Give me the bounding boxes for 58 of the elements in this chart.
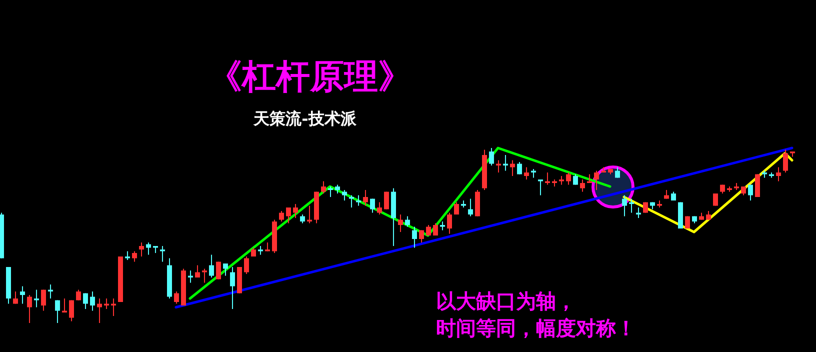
candlestick (97, 298, 102, 324)
candlestick (594, 170, 599, 190)
candlestick (349, 194, 354, 208)
chart-title: 《杠杆原理》 (208, 57, 412, 97)
candlestick (76, 289, 81, 301)
candlestick (195, 264, 200, 278)
candlestick (55, 300, 60, 324)
candlestick (20, 286, 25, 304)
candlestick (398, 214, 403, 232)
candlestick (783, 149, 788, 173)
candlestick (223, 263, 228, 276)
candlestick (230, 266, 235, 310)
candlestick (202, 268, 207, 284)
candlestick (160, 246, 165, 262)
candlestick (244, 256, 249, 274)
candlestick (566, 172, 571, 186)
candlestick (34, 289, 39, 308)
candlestick (132, 250, 137, 262)
candlestick (27, 294, 32, 324)
candlestick (622, 194, 627, 217)
candlestick (13, 291, 18, 304)
candlestick (454, 202, 459, 215)
candlestick (90, 291, 95, 312)
annotation: 时间等同，幅度对称！ (436, 316, 636, 340)
candlestick (573, 174, 578, 186)
candlestick (377, 202, 382, 215)
candlestick (321, 180, 326, 194)
candlestick (615, 166, 620, 178)
candlestick (356, 194, 361, 206)
candlestick (363, 190, 368, 206)
candlestick (510, 160, 515, 176)
candlestick (419, 230, 424, 243)
candlestick (83, 292, 88, 310)
candlestick (293, 204, 298, 218)
candlestick (524, 166, 529, 180)
candlestick (69, 300, 74, 322)
candlestick (447, 212, 452, 234)
candlestick (286, 207, 291, 224)
candlestick (174, 291, 179, 304)
candlestick (139, 242, 144, 257)
candlestick (580, 179, 585, 192)
candlestick (41, 289, 46, 312)
candlestick (342, 190, 347, 201)
candlestick (517, 162, 522, 175)
candlestick (538, 179, 543, 196)
candlestick (748, 184, 753, 201)
candlestick (412, 226, 417, 248)
annotation: 以大缺口为轴， (436, 289, 576, 313)
candlestick (405, 216, 410, 228)
chart-subtitle: 天策流-技术派 (252, 109, 358, 128)
candlestick (209, 254, 214, 278)
candlestick (146, 242, 151, 256)
candlestick (776, 166, 781, 182)
candlestick (468, 198, 473, 217)
candlestick (279, 210, 284, 222)
candlestick (433, 222, 438, 236)
candlestick (489, 148, 494, 166)
candlestick (370, 198, 375, 214)
